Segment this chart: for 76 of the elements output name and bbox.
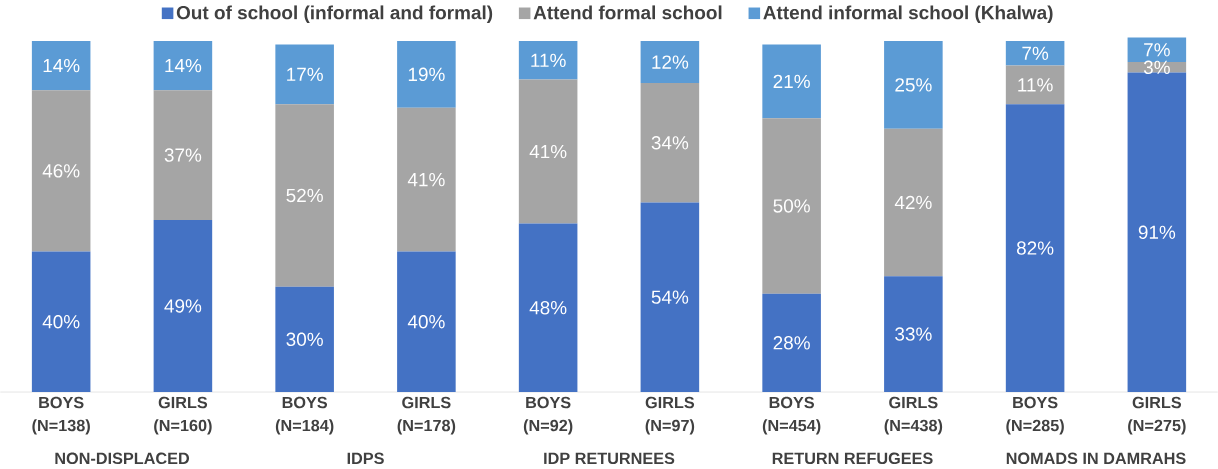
bar: [397, 107, 456, 252]
bar: [1005, 104, 1065, 393]
data-label: 7%: [1144, 43, 1170, 57]
data-label: 91%: [1138, 225, 1176, 240]
legend-label: Attend formal school: [533, 5, 722, 20]
bar: [762, 293, 821, 393]
bar: [518, 223, 578, 393]
x-tick-label: BOYS (N=454): [762, 396, 821, 435]
x-tick-label: GIRLS (N=275): [1128, 396, 1186, 435]
data-label: 7%: [1022, 46, 1049, 61]
bar: [31, 251, 91, 393]
data-label: 48%: [529, 301, 567, 315]
x-tick-label: GIRLS (N=160): [154, 396, 212, 435]
data-label: 14%: [165, 59, 202, 73]
data-label: 49%: [164, 299, 202, 313]
bar: [884, 41, 943, 129]
data-label: 40%: [42, 315, 80, 329]
data-label: 12%: [652, 55, 689, 69]
bar: [518, 41, 578, 80]
bar: [884, 128, 943, 277]
data-label: 11%: [1018, 78, 1053, 92]
bar: [762, 44, 821, 119]
x-tick-label: BOYS (N=138): [32, 396, 90, 435]
data-label: 11%: [531, 53, 566, 68]
bar: [153, 220, 213, 393]
data-label: 52%: [286, 188, 323, 203]
bar: [518, 79, 578, 224]
bar: [153, 90, 213, 221]
bar: [884, 276, 943, 393]
data-label: 41%: [529, 145, 567, 159]
x-tick-label: GIRLS (N=97): [645, 396, 695, 435]
text: RETURN REFUGEES: [772, 452, 933, 465]
text: NON-DISPLACED: [55, 452, 190, 465]
bar: [397, 251, 456, 393]
bar: [275, 104, 334, 287]
bar: [1005, 41, 1065, 66]
text: IDPS: [347, 452, 384, 465]
bar: [1127, 72, 1187, 393]
x-tick-label: BOYS (N=285): [1006, 396, 1064, 435]
data-label: 37%: [164, 148, 202, 162]
bar: [31, 90, 91, 252]
data-label: 42%: [894, 195, 932, 210]
bar: [640, 202, 700, 393]
data-label: 17%: [287, 67, 323, 82]
bar: [275, 44, 334, 105]
data-label: 40%: [407, 315, 445, 329]
bar: [153, 41, 213, 91]
bar: [762, 118, 821, 294]
bar: [640, 41, 700, 84]
bar: [31, 41, 91, 91]
x-tick-label: GIRLS (N=438): [884, 396, 943, 435]
data-label: 54%: [651, 290, 689, 305]
legend-label: Attend informal school (Khalwa): [763, 5, 1053, 24]
x-tick-label: GIRLS (N=178): [397, 396, 456, 435]
data-label: 33%: [895, 327, 932, 341]
data-label: 30%: [286, 332, 323, 347]
data-label: 50%: [773, 199, 810, 213]
bar: [640, 83, 700, 203]
legend-label: Out of school (informal and formal): [176, 5, 493, 24]
data-label: 82%: [1016, 241, 1054, 255]
bar: [397, 41, 456, 108]
data-label: 21%: [773, 74, 810, 89]
text: IDP RETURNEES: [544, 452, 675, 465]
data-label: 46%: [42, 164, 80, 178]
data-label: 19%: [408, 67, 445, 82]
data-label: 41%: [407, 173, 445, 187]
text: NOMADS IN DAMRAHS: [1006, 452, 1186, 465]
data-label: 28%: [773, 336, 810, 350]
x-tick-label: BOYS (N=184): [275, 396, 334, 435]
bar: [275, 286, 334, 393]
data-label: 25%: [895, 78, 932, 92]
data-label: 34%: [651, 136, 689, 150]
data-label: 14%: [43, 59, 80, 73]
data-label: 3%: [1143, 60, 1170, 75]
x-tick-label: BOYS (N=92): [523, 396, 573, 435]
bar: [1005, 65, 1065, 105]
